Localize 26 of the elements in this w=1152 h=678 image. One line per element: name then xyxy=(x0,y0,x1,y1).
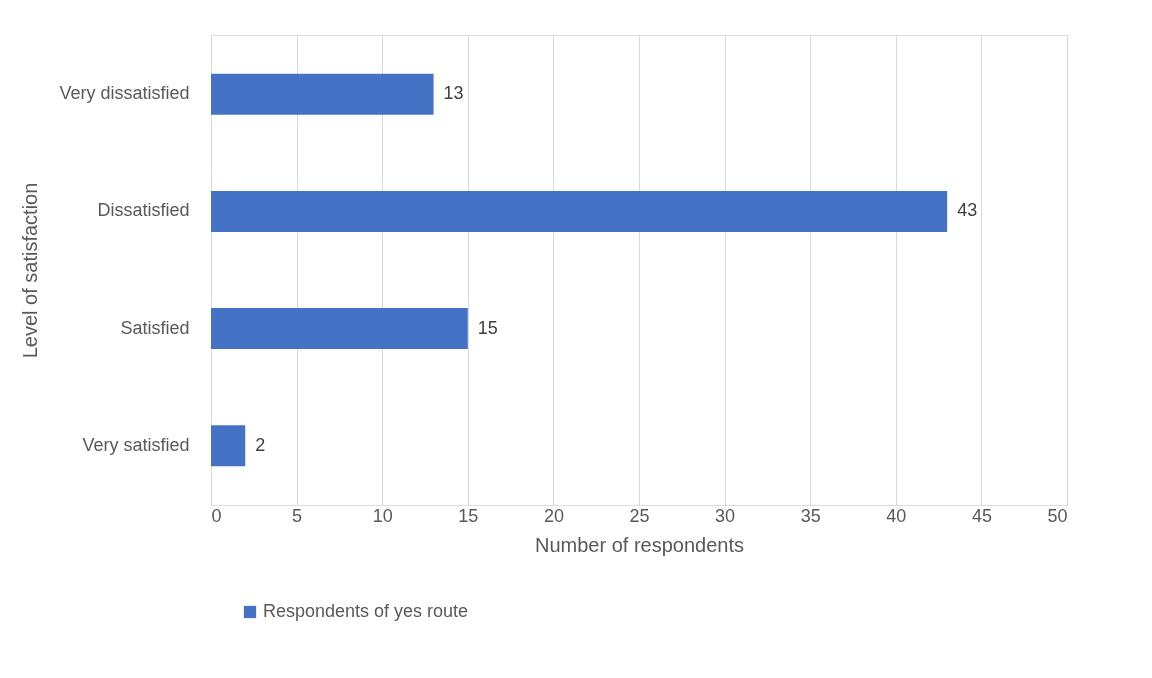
y-axis-title: Level of satisfaction xyxy=(19,182,42,359)
y-tick-label: Dissatisfied xyxy=(97,200,190,221)
x-tick-label: 40 xyxy=(886,505,907,526)
bar xyxy=(211,425,246,467)
data-label: 2 xyxy=(255,434,266,455)
x-tick-label: 0 xyxy=(211,505,222,526)
bar xyxy=(211,73,434,115)
x-tick-label: 10 xyxy=(372,505,393,526)
x-tick-label: 45 xyxy=(971,505,992,526)
data-label: 13 xyxy=(443,83,464,104)
x-axis-title: Number of respondents xyxy=(534,533,745,556)
x-tick-label: 15 xyxy=(458,505,479,526)
legend-label: Respondents of yes route xyxy=(263,601,469,621)
bar xyxy=(211,190,948,232)
y-tick-label: Very satisfied xyxy=(82,434,190,455)
x-tick-label: 50 xyxy=(1047,505,1068,526)
y-tick-label: Very dissatisfied xyxy=(59,83,190,104)
x-tick-label: 20 xyxy=(543,505,564,526)
x-tick-label: 30 xyxy=(715,505,736,526)
x-tick-label: 25 xyxy=(629,505,650,526)
y-tick-label: Satisfied xyxy=(120,317,190,338)
x-tick-label: 5 xyxy=(292,505,303,526)
data-label: 15 xyxy=(477,317,498,338)
bar xyxy=(211,308,468,350)
x-tick-label: 35 xyxy=(800,505,821,526)
data-label: 43 xyxy=(957,200,978,221)
